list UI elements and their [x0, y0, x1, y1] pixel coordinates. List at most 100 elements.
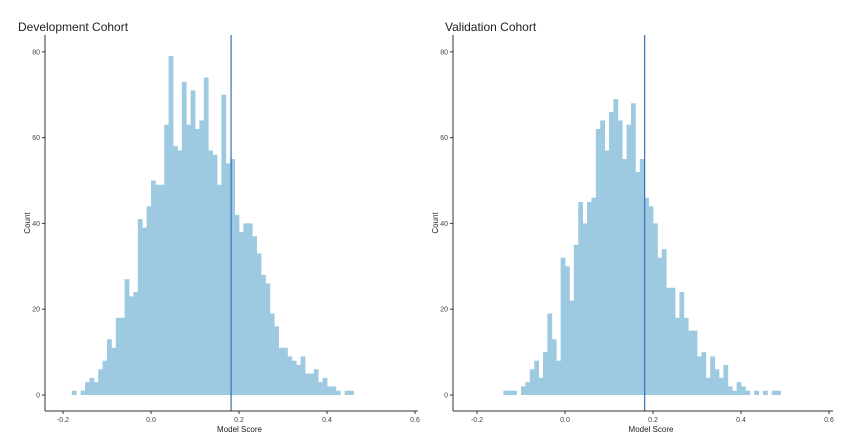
y-tick-label: 40 — [32, 221, 40, 228]
x-tick-label: 0.2 — [234, 417, 244, 424]
histogram-bar — [595, 129, 601, 395]
histogram-bar — [80, 390, 86, 395]
histogram-bar — [186, 124, 191, 395]
histogram-bar — [648, 206, 654, 395]
histogram-bar — [727, 386, 733, 395]
histogram-bar — [705, 377, 711, 395]
chart-title: Validation Cohort — [445, 20, 537, 34]
histogram-bar — [741, 386, 746, 395]
y-tick-label: 60 — [440, 135, 448, 142]
histogram-bar — [675, 317, 680, 395]
histogram-bar — [754, 390, 759, 395]
histogram-bar — [745, 390, 751, 395]
x-tick-label: 0.4 — [322, 417, 332, 424]
histogram-bar — [225, 163, 231, 395]
histogram-bar — [234, 214, 240, 395]
histogram-bar — [679, 292, 685, 395]
histogram-bar — [239, 231, 244, 395]
histogram-bar — [763, 390, 768, 395]
histogram-bar — [283, 347, 288, 395]
histogram-bar — [133, 292, 139, 395]
development-cohort-panel: Development Cohort -0.2 0.0 0.2 0.4 0.6 0 20 40… — [0, 0, 432, 440]
histogram-bar — [587, 201, 592, 395]
histogram-bar — [142, 227, 147, 395]
histogram-bar — [710, 356, 715, 395]
histogram-bar — [115, 317, 121, 395]
validation-histogram: -0.2 0.0 0.2 0.4 0.6 0 20 40 60 80 Model Score Co… — [431, 35, 834, 434]
histogram-bar — [719, 377, 724, 395]
histogram-bar — [644, 197, 649, 395]
x-axis-title: Model Score — [217, 425, 262, 434]
histogram-bar — [155, 184, 161, 395]
histogram-bar — [291, 360, 297, 395]
histogram-bar — [168, 56, 174, 396]
histogram-bar — [190, 90, 196, 395]
histogram-bar — [697, 356, 702, 395]
histogram-bar — [723, 364, 729, 395]
histogram-bar — [613, 98, 619, 396]
histogram-bar — [666, 287, 671, 395]
histogram-bar — [278, 347, 284, 395]
histogram-bar — [146, 206, 152, 395]
histogram-bar — [529, 369, 535, 395]
histogram-bar — [120, 317, 125, 395]
histogram-bar — [102, 360, 108, 395]
histogram-bar — [573, 244, 579, 395]
histogram-bar — [151, 180, 156, 395]
histogram-bar — [736, 382, 742, 395]
histogram-bar — [578, 201, 583, 395]
histogram-bar — [256, 253, 262, 395]
histogram-bar — [688, 330, 693, 395]
histogram-bar — [582, 223, 588, 395]
histogram-bar — [661, 249, 667, 395]
histogram-bar — [547, 313, 553, 395]
histogram-bar — [609, 111, 614, 396]
histogram-bar — [776, 390, 781, 395]
histogram-bar — [274, 326, 279, 395]
development-histogram: -0.2 0.0 0.2 0.4 0.6 0 20 40 60 80 Model Score Co… — [23, 35, 420, 434]
histogram-bar — [327, 386, 332, 395]
histogram-bar — [195, 129, 200, 395]
y-tick-label: 80 — [440, 49, 448, 56]
histogram-bar — [313, 369, 319, 395]
histogram-bar — [164, 124, 169, 395]
x-tick-label: 0.0 — [560, 417, 570, 424]
histogram-bar — [300, 356, 306, 395]
histogram-bar — [230, 159, 235, 395]
histogram-bar — [631, 103, 636, 395]
histogram-bar — [626, 124, 632, 395]
histogram-bar — [525, 382, 531, 395]
histogram-bar — [322, 377, 328, 395]
histogram-bar — [543, 352, 548, 395]
histogram-bar — [560, 257, 566, 395]
histogram-bar — [296, 364, 301, 395]
histogram-bar — [89, 377, 95, 395]
histogram-bar — [600, 120, 605, 395]
histogram-bar — [670, 287, 676, 395]
histogram-bar — [565, 266, 570, 395]
histogram-bar — [335, 390, 341, 395]
histogram-bar — [129, 296, 134, 395]
histogram-bar — [98, 369, 103, 395]
histogram-bar — [551, 339, 557, 395]
histogram-bar — [591, 197, 597, 395]
x-axis-title: Model Score — [629, 425, 674, 434]
histogram-bar — [692, 330, 698, 395]
histogram-bar — [111, 347, 117, 395]
histogram-bar — [538, 377, 544, 395]
histogram-bar — [617, 120, 623, 395]
histogram-bar — [177, 150, 183, 395]
y-tick-label: 80 — [32, 49, 40, 56]
histogram-bar — [208, 150, 213, 395]
histogram-bar — [181, 81, 187, 395]
histogram-bar — [701, 352, 707, 395]
histogram-bar — [732, 390, 737, 395]
histogram-bar — [556, 360, 561, 395]
histogram-bar — [635, 171, 641, 395]
x-tick-label: 0.6 — [824, 417, 834, 424]
histogram-bar — [503, 390, 509, 395]
histogram-bar — [243, 223, 249, 395]
histogram-bar — [287, 356, 293, 395]
histogram-bar — [217, 184, 222, 395]
x-tick-label: 0.6 — [410, 417, 420, 424]
